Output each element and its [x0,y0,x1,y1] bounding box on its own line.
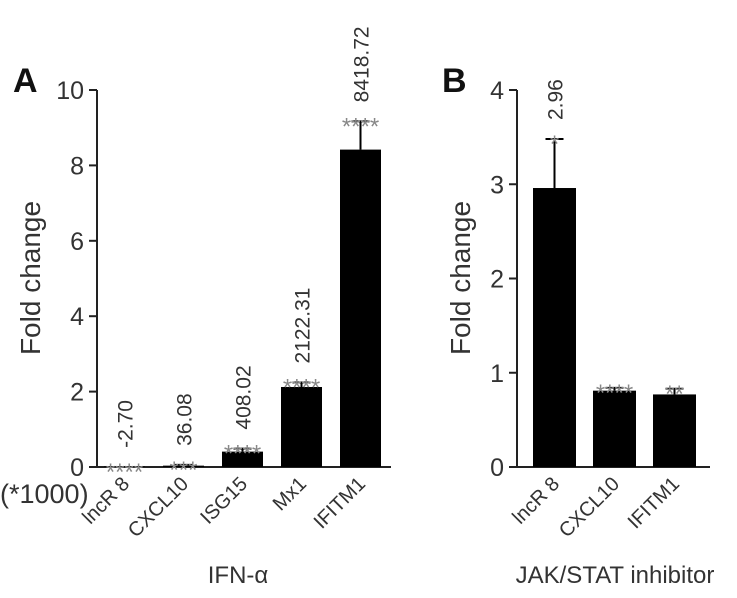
bar [281,387,322,467]
significance-label: **** [224,441,261,468]
y-tick-label: 2 [490,266,504,294]
x-tick-label: lncR 8 [508,473,564,529]
value-label: 8418.72 [351,26,374,102]
panel-b-ylabel: Fold change [445,201,476,355]
bar [163,465,204,467]
significance-label: **** [283,374,320,401]
bar [653,394,696,467]
x-tick-label: ISG15 [196,473,252,529]
bar [533,188,576,467]
bar [340,149,381,467]
significance-label: *** [169,457,197,484]
panel-a-ylabel: Fold change [15,201,46,355]
significance-label: **** [342,113,379,140]
x-tick-label: CXCL10 [555,473,624,542]
x-tick-label: IFITM1 [310,473,370,533]
significance-label: **** [106,459,143,486]
bar [222,451,263,467]
y-tick-label: 4 [70,303,84,331]
y-tick-label: 6 [70,228,84,256]
panel-b-plot: 0 1 2 3 4 * 2.96 lncR 8 **** CXCL10 ** IFITM1 [490,77,710,542]
bar [104,466,145,467]
value-label: 408.02 [233,365,256,429]
value-label: 2122.31 [292,288,315,364]
x-tick-label: Mx1 [269,473,311,515]
panel-a-unit-note: (*1000) [0,479,89,509]
significance-label: ** [665,381,684,408]
y-tick-label: 1 [490,360,504,388]
value-label: 36.08 [174,393,197,446]
panel-b-label: B [442,62,467,100]
value-label: 2.96 [545,79,568,120]
y-tick-label: 3 [490,171,504,199]
y-tick-label: 0 [490,454,504,482]
bar [593,390,636,467]
value-label: -2.70 [115,400,138,448]
x-tick-label: IFITM1 [624,473,684,533]
y-tick-label: 4 [490,77,504,105]
y-tick-label: 8 [70,152,84,180]
significance-label: **** [596,380,633,407]
panel-b-xlabel: JAK/STAT inhibitor [516,562,715,589]
significance-label: * [550,131,559,158]
y-tick-label: 2 [70,379,84,407]
y-tick-label: 0 [70,454,84,482]
panel-a-xlabel: IFN-α [208,562,269,589]
panel-a-label: A [13,62,38,100]
y-tick-label: 10 [56,77,84,105]
